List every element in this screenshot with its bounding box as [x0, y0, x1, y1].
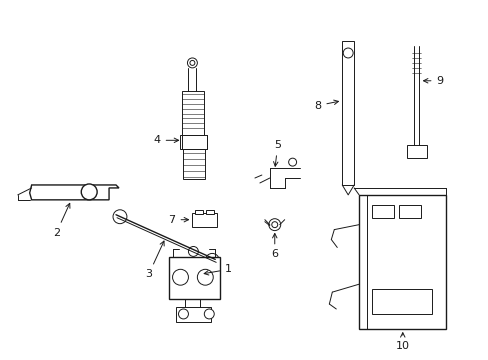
Circle shape: [271, 222, 277, 228]
Text: 1: 1: [203, 264, 232, 275]
Bar: [371, 205, 393, 218]
Bar: [192, 213, 217, 227]
Text: 10: 10: [395, 333, 409, 351]
Bar: [168, 257, 220, 299]
Bar: [179, 135, 207, 149]
Circle shape: [343, 48, 352, 58]
Circle shape: [288, 158, 296, 166]
Text: 2: 2: [53, 203, 70, 238]
Text: 3: 3: [145, 241, 164, 279]
Circle shape: [113, 210, 127, 224]
Text: 5: 5: [273, 140, 281, 166]
Circle shape: [81, 184, 97, 200]
Polygon shape: [30, 185, 119, 200]
Bar: [195, 210, 203, 214]
Bar: [371, 289, 431, 314]
Bar: [358, 195, 446, 329]
Circle shape: [204, 309, 214, 319]
Circle shape: [189, 60, 195, 66]
Circle shape: [172, 269, 188, 285]
Circle shape: [178, 309, 188, 319]
Circle shape: [188, 247, 198, 256]
Circle shape: [197, 269, 213, 285]
Bar: [398, 205, 420, 218]
Circle shape: [187, 58, 197, 68]
Bar: [175, 307, 211, 322]
Text: 4: 4: [153, 135, 178, 145]
Bar: [206, 210, 214, 214]
Text: 9: 9: [423, 76, 443, 86]
Text: 6: 6: [271, 234, 278, 260]
Circle shape: [268, 219, 280, 231]
Bar: [342, 41, 353, 185]
Text: 8: 8: [314, 100, 338, 111]
Bar: [183, 149, 205, 179]
Circle shape: [205, 253, 219, 267]
Text: 7: 7: [168, 215, 188, 225]
Bar: [182, 91, 204, 135]
Bar: [406, 145, 426, 158]
